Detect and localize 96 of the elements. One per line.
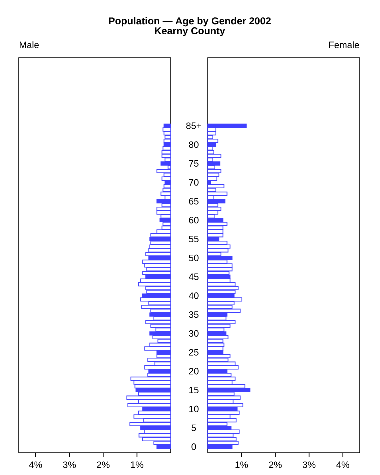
y-tick-label: 75 [189, 160, 199, 167]
bar [208, 354, 231, 358]
y-tick-label: 80 [189, 142, 199, 148]
bar [140, 298, 172, 302]
y-tick-label: 25 [189, 349, 199, 356]
bar [208, 138, 219, 144]
bar [208, 222, 228, 226]
bar [164, 180, 172, 185]
y-tick-label: 85+ [186, 122, 202, 130]
bar [162, 146, 172, 151]
bar [208, 210, 219, 215]
bar [208, 290, 236, 294]
x-tick-label: 2% [97, 462, 110, 468]
bar [208, 256, 233, 260]
bar [142, 305, 172, 310]
bar [150, 332, 172, 336]
x-tick-label: 3% [63, 462, 76, 468]
bar [208, 154, 222, 158]
bar [148, 248, 172, 253]
bar [144, 366, 172, 370]
bar [208, 282, 236, 287]
y-tick-label: 15 [190, 387, 199, 394]
bar [138, 282, 172, 287]
bar [150, 312, 172, 317]
bar [130, 422, 172, 426]
bar [208, 230, 224, 234]
y-tick-label: 65 [189, 198, 199, 205]
bar [150, 237, 172, 242]
y-tick-label: 30 [189, 330, 199, 337]
bar [134, 414, 172, 419]
bar [208, 271, 230, 276]
text: Male [20, 42, 39, 48]
y-tick-label: 50 [189, 254, 199, 262]
bar [208, 264, 233, 268]
bar [208, 131, 217, 136]
bar [156, 444, 172, 450]
y-tick-label: 35 [189, 312, 199, 318]
bar [162, 176, 172, 181]
y-tick-label: 20 [189, 368, 199, 375]
bar [144, 264, 172, 268]
x-tick-label: 4% [336, 462, 350, 468]
bar [208, 332, 227, 336]
y-tick-label: 10 [190, 406, 199, 412]
bar [156, 169, 172, 174]
bar [208, 184, 225, 188]
y-tick-label: 5 [192, 424, 196, 432]
bar [208, 388, 251, 392]
bar [142, 437, 172, 442]
bar [136, 388, 172, 392]
bar [142, 271, 172, 276]
bar [164, 138, 172, 144]
bar [208, 162, 221, 166]
chart-subtitle: Kearny County [155, 27, 226, 36]
bar [146, 320, 172, 324]
y-tick-label: 60 [189, 217, 199, 224]
bar [208, 373, 232, 378]
bar [140, 278, 172, 283]
bar [134, 380, 172, 385]
bar [208, 298, 243, 302]
x-tick-label: 1% [236, 462, 248, 468]
x-tick-label: 1% [131, 462, 144, 468]
x-tick-label: 2% [269, 462, 282, 468]
bar [148, 358, 172, 362]
bar [208, 244, 231, 249]
bar [208, 146, 214, 151]
y-tick-label: 40 [189, 292, 199, 300]
bar [150, 244, 172, 249]
bar [208, 366, 239, 370]
y-tick-label: 45 [189, 274, 199, 280]
bar [162, 188, 172, 192]
bar [208, 124, 247, 128]
bar [208, 346, 224, 351]
bar [144, 346, 172, 351]
y-tick-label: 0 [192, 444, 196, 450]
bar [208, 142, 217, 147]
bar [208, 192, 228, 196]
x-tick-label: 4% [29, 462, 42, 468]
bar [162, 222, 172, 226]
bar [156, 210, 172, 215]
bar [138, 434, 172, 438]
bar [160, 162, 172, 166]
bar [208, 248, 229, 253]
y-tick-label: 70 [189, 179, 199, 186]
y-tick-label: 55 [189, 236, 199, 242]
bar [164, 135, 172, 140]
x-tick-label: 3% [302, 462, 316, 468]
text: Female [329, 42, 360, 48]
bar [162, 154, 172, 158]
bar [208, 441, 239, 446]
bar [208, 320, 236, 324]
bar [156, 199, 172, 204]
bar [162, 128, 172, 132]
bar [208, 176, 218, 181]
chart-title: Population — Age by Gender 2002 [109, 17, 271, 27]
bar [208, 169, 222, 174]
bar [160, 214, 172, 219]
